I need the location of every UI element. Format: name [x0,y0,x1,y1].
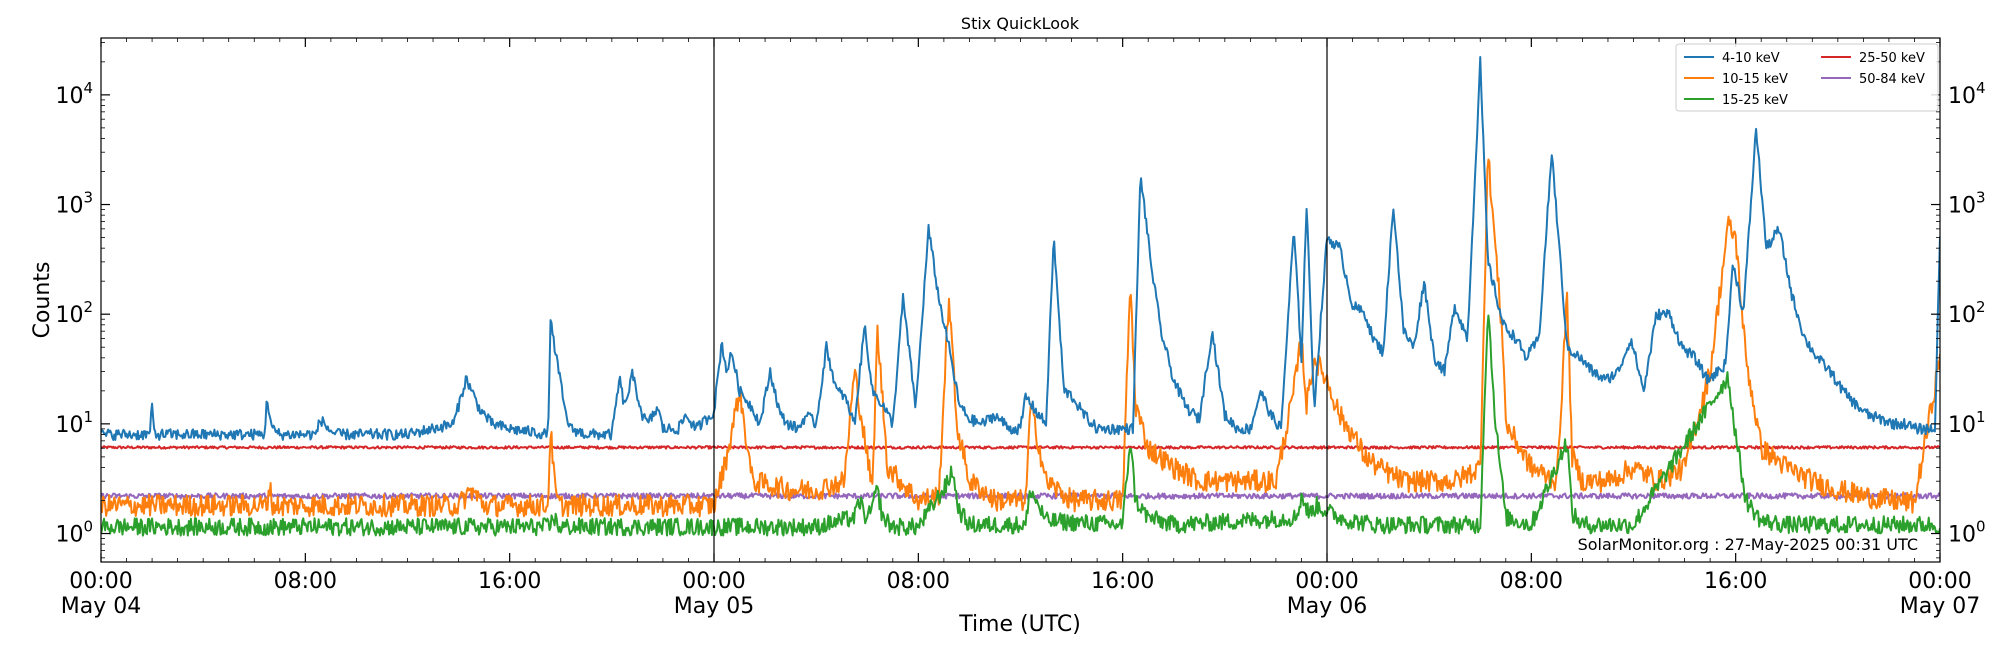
legend-label: 50-84 keV [1859,72,1925,87]
series-line-10-15-kev [101,158,1940,518]
x-tick-label: 00:00 [1295,569,1358,594]
x-tick-label: 16:00 [1091,569,1154,594]
y-tick-label-left: 103 [55,189,93,219]
y-axis-ticks: 100 100 101 101 102 102 103 103 104 104 [55,42,1986,559]
x-tick-label: 08:00 [887,569,950,594]
day-separator-lines [713,38,1328,562]
x-tick-date-label: May 05 [674,594,754,619]
x-tick-date-label: May 04 [61,594,141,619]
x-axis-label: Time (UTC) [958,612,1081,637]
x-tick-date-label: May 07 [1900,594,1980,619]
x-tick-label: 08:00 [1500,569,1563,594]
series-line-25-50-kev [101,445,1940,450]
y-axis-label: Counts [30,262,55,339]
y-tick-label-left: 102 [55,298,93,328]
legend-label: 10-15 keV [1722,72,1788,87]
y-tick-label-right: 102 [1948,298,1986,328]
series-line-15-25-kev [101,314,1940,537]
x-tick-label: 00:00 [1908,569,1971,594]
legend-box [1675,43,1939,112]
y-tick-label-right: 101 [1948,408,1986,438]
legend-label: 25-50 keV [1859,51,1925,66]
x-tick-label: 00:00 [69,569,132,594]
legend-label: 4-10 keV [1722,51,1780,66]
chart-title: Stix QuickLook [961,14,1080,33]
x-tick-label: 00:00 [682,569,745,594]
y-tick-label-right: 100 [1948,518,1986,548]
y-tick-label-right: 103 [1948,189,1986,219]
y-tick-label-right: 104 [1948,79,1986,109]
series-layer [101,55,1940,537]
series-line-4-10-kev [101,55,1940,441]
x-tick-label: 08:00 [274,569,337,594]
x-tick-date-label: May 06 [1287,594,1367,619]
legend: 4-10 keV 10-15 keV 15-25 keV 25-50 keV 50-84… [1675,43,1939,112]
y-tick-label-left: 104 [55,79,93,109]
y-tick-label-left: 100 [55,518,93,548]
credit-text: SolarMonitor.org : 27-May-2025 00:31 UTC [1578,535,1918,554]
x-tick-label: 16:00 [1704,569,1767,594]
y-tick-label-left: 101 [55,408,93,438]
x-tick-label: 16:00 [478,569,541,594]
legend-label: 15-25 keV [1722,93,1788,108]
